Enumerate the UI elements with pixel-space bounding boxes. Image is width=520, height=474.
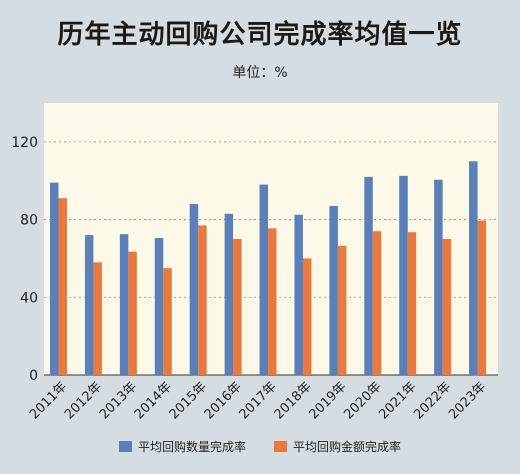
bar-qty-completion: [84, 235, 94, 375]
chart-unit-label: 单位：%: [232, 65, 288, 81]
bar-qty-completion: [294, 214, 303, 375]
legend-swatch-qty: [118, 441, 132, 452]
bar-amount-completion: [163, 268, 172, 375]
bar-qty-completion: [189, 204, 199, 375]
bar-qty-completion: [50, 182, 59, 375]
bar-amount-completion: [407, 232, 417, 375]
bar-amount-completion: [302, 258, 312, 375]
bar-qty-completion: [469, 161, 478, 375]
bar-qty-completion: [119, 234, 129, 375]
legend-item-qty: 平均回购数量完成率: [118, 438, 246, 455]
y-tick-label: 120: [11, 135, 38, 151]
bar-amount-completion: [128, 251, 137, 375]
bar-amount-completion: [337, 245, 347, 375]
bar-amount-completion: [198, 225, 207, 375]
bar-qty-completion: [259, 184, 269, 375]
x-tick-label: 2011年: [27, 379, 70, 422]
x-tick-label: 2019年: [306, 379, 349, 422]
bar-qty-completion: [224, 213, 234, 375]
bar-amount-completion: [93, 262, 102, 375]
plot-area: 040801202011年2012年2013年2014年2015年2016年20…: [11, 103, 498, 422]
x-tick-label: 2012年: [62, 379, 105, 422]
bar-amount-completion: [372, 231, 382, 375]
legend-swatch-amt: [274, 441, 287, 452]
x-tick-label: 2015年: [167, 379, 210, 422]
x-tick-label: 2023年: [446, 379, 489, 422]
legend-label-amt: 平均回购金额完成率: [293, 440, 402, 454]
x-tick-label: 2021年: [376, 379, 419, 422]
y-tick-label: 0: [29, 368, 38, 384]
y-tick-label: 80: [20, 213, 38, 229]
x-tick-label: 2013年: [97, 379, 140, 422]
x-tick-label: 2016年: [202, 379, 245, 422]
x-tick-label: 2018年: [272, 379, 315, 422]
legend: 平均回购数量完成率 平均回购金额完成率: [0, 438, 520, 455]
x-tick-label: 2017年: [237, 379, 280, 422]
bar-qty-completion: [364, 176, 373, 375]
y-tick-label: 40: [20, 290, 38, 306]
bar-amount-completion: [58, 198, 67, 375]
bar-amount-completion: [442, 239, 452, 375]
bar-amount-completion: [233, 239, 242, 375]
bar-qty-completion: [329, 205, 338, 375]
legend-label-qty: 平均回购数量完成率: [137, 440, 246, 454]
chart-title: 历年主动回购公司完成率均值一览: [57, 20, 463, 50]
bar-qty-completion: [434, 179, 443, 375]
x-tick-label: 2020年: [341, 379, 384, 422]
x-tick-label: 2014年: [132, 379, 175, 422]
bar-amount-completion: [268, 228, 277, 375]
legend-item-amt: 平均回购金额完成率: [274, 438, 401, 455]
bar-qty-completion: [154, 238, 164, 375]
bar-amount-completion: [477, 220, 487, 375]
bar-qty-completion: [399, 175, 408, 375]
x-tick-label: 2022年: [411, 379, 454, 422]
